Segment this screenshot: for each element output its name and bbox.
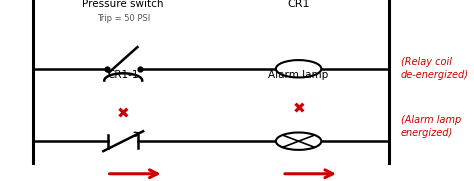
Text: Pressure switch: Pressure switch (82, 0, 164, 9)
Text: CR1: CR1 (287, 0, 310, 9)
Text: ✖: ✖ (292, 101, 305, 116)
Text: Alarm lamp: Alarm lamp (268, 70, 329, 80)
Text: (Relay coil
de-energized): (Relay coil de-energized) (401, 57, 468, 80)
Text: Trip = 50 PSI: Trip = 50 PSI (97, 14, 150, 23)
Text: ✖: ✖ (117, 107, 129, 121)
Text: (Alarm lamp
energized): (Alarm lamp energized) (401, 115, 461, 138)
Text: CR1-1: CR1-1 (108, 70, 139, 80)
